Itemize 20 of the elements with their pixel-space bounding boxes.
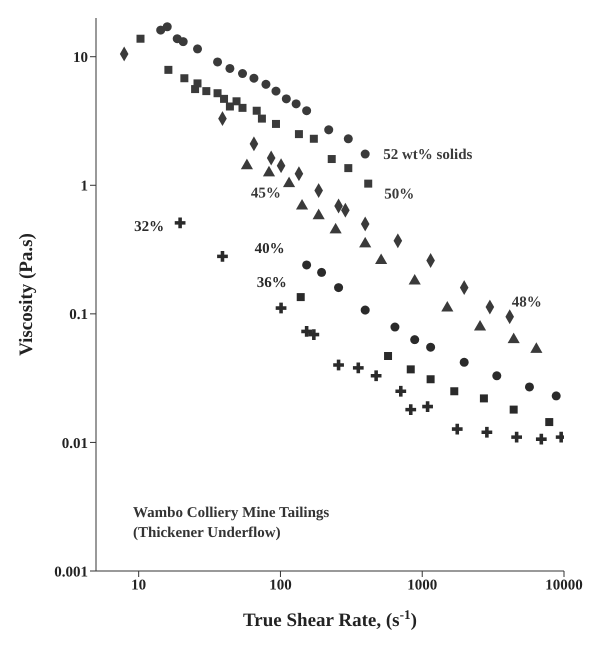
x-tick-label: 100	[269, 578, 292, 594]
x-tick-label: 1000	[407, 578, 438, 594]
series-label: 32%	[134, 218, 164, 235]
series-label: 48%	[512, 294, 542, 311]
series-label: 40%	[254, 240, 285, 257]
y-axis-title: Viscosity (Pa.s)	[16, 233, 37, 356]
series-label: 52 wt% solids	[383, 147, 473, 164]
y-tick-label: 0.001	[54, 564, 88, 580]
series-label: 36%	[256, 275, 287, 292]
annotation: (Thickener Underflow)	[133, 524, 282, 543]
x-tick-label: 10	[131, 578, 146, 594]
y-tick-label: 1	[80, 178, 88, 195]
y-tick-label: 10	[73, 50, 88, 66]
y-tick-label: 0.01	[62, 436, 88, 452]
series-label: 50%	[384, 186, 414, 203]
annotation: Wambo Colliery Mine Tailings	[133, 504, 330, 523]
x-tick-label: 10000	[545, 578, 583, 594]
series-label: 45%	[250, 186, 281, 202]
y-tick-label: 0.1	[69, 307, 88, 324]
x-axis-title: True Shear Rate, (s$^{-1}$)	[243, 606, 417, 631]
